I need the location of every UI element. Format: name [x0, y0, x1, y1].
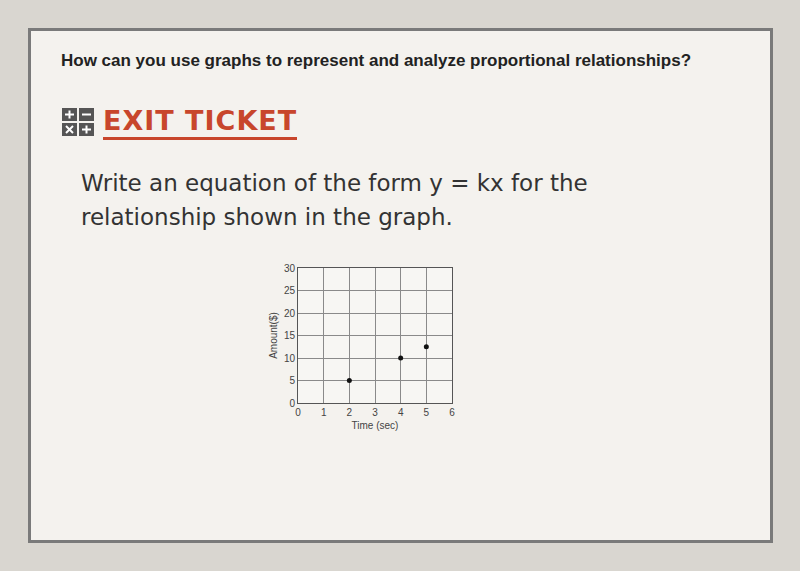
svg-text:Time (sec): Time (sec) [352, 420, 399, 431]
svg-text:6: 6 [449, 407, 455, 418]
svg-text:4: 4 [398, 407, 404, 418]
svg-text:0: 0 [295, 407, 301, 418]
html-text:EXIT TICKET: EXIT TICKET [103, 105, 298, 136]
svg-text:5: 5 [289, 375, 295, 386]
svg-text:30: 30 [284, 263, 296, 274]
svg-text:0: 0 [289, 398, 295, 409]
svg-text:20: 20 [284, 308, 296, 319]
svg-text:10: 10 [284, 353, 296, 364]
svg-text:Amount($): Amount($) [268, 312, 279, 359]
html-text:How can you use graphs to repr: How can you use graphs to represent and … [61, 51, 692, 70]
svg-text:5: 5 [424, 407, 430, 418]
html-text:Write an equation of the form: Write an equation of the form y = kx for… [81, 170, 588, 230]
svg-text:1: 1 [321, 407, 327, 418]
svg-text:3: 3 [372, 407, 378, 418]
svg-text:2: 2 [347, 407, 353, 418]
svg-text:25: 25 [284, 285, 296, 296]
svg-text:15: 15 [284, 330, 296, 341]
